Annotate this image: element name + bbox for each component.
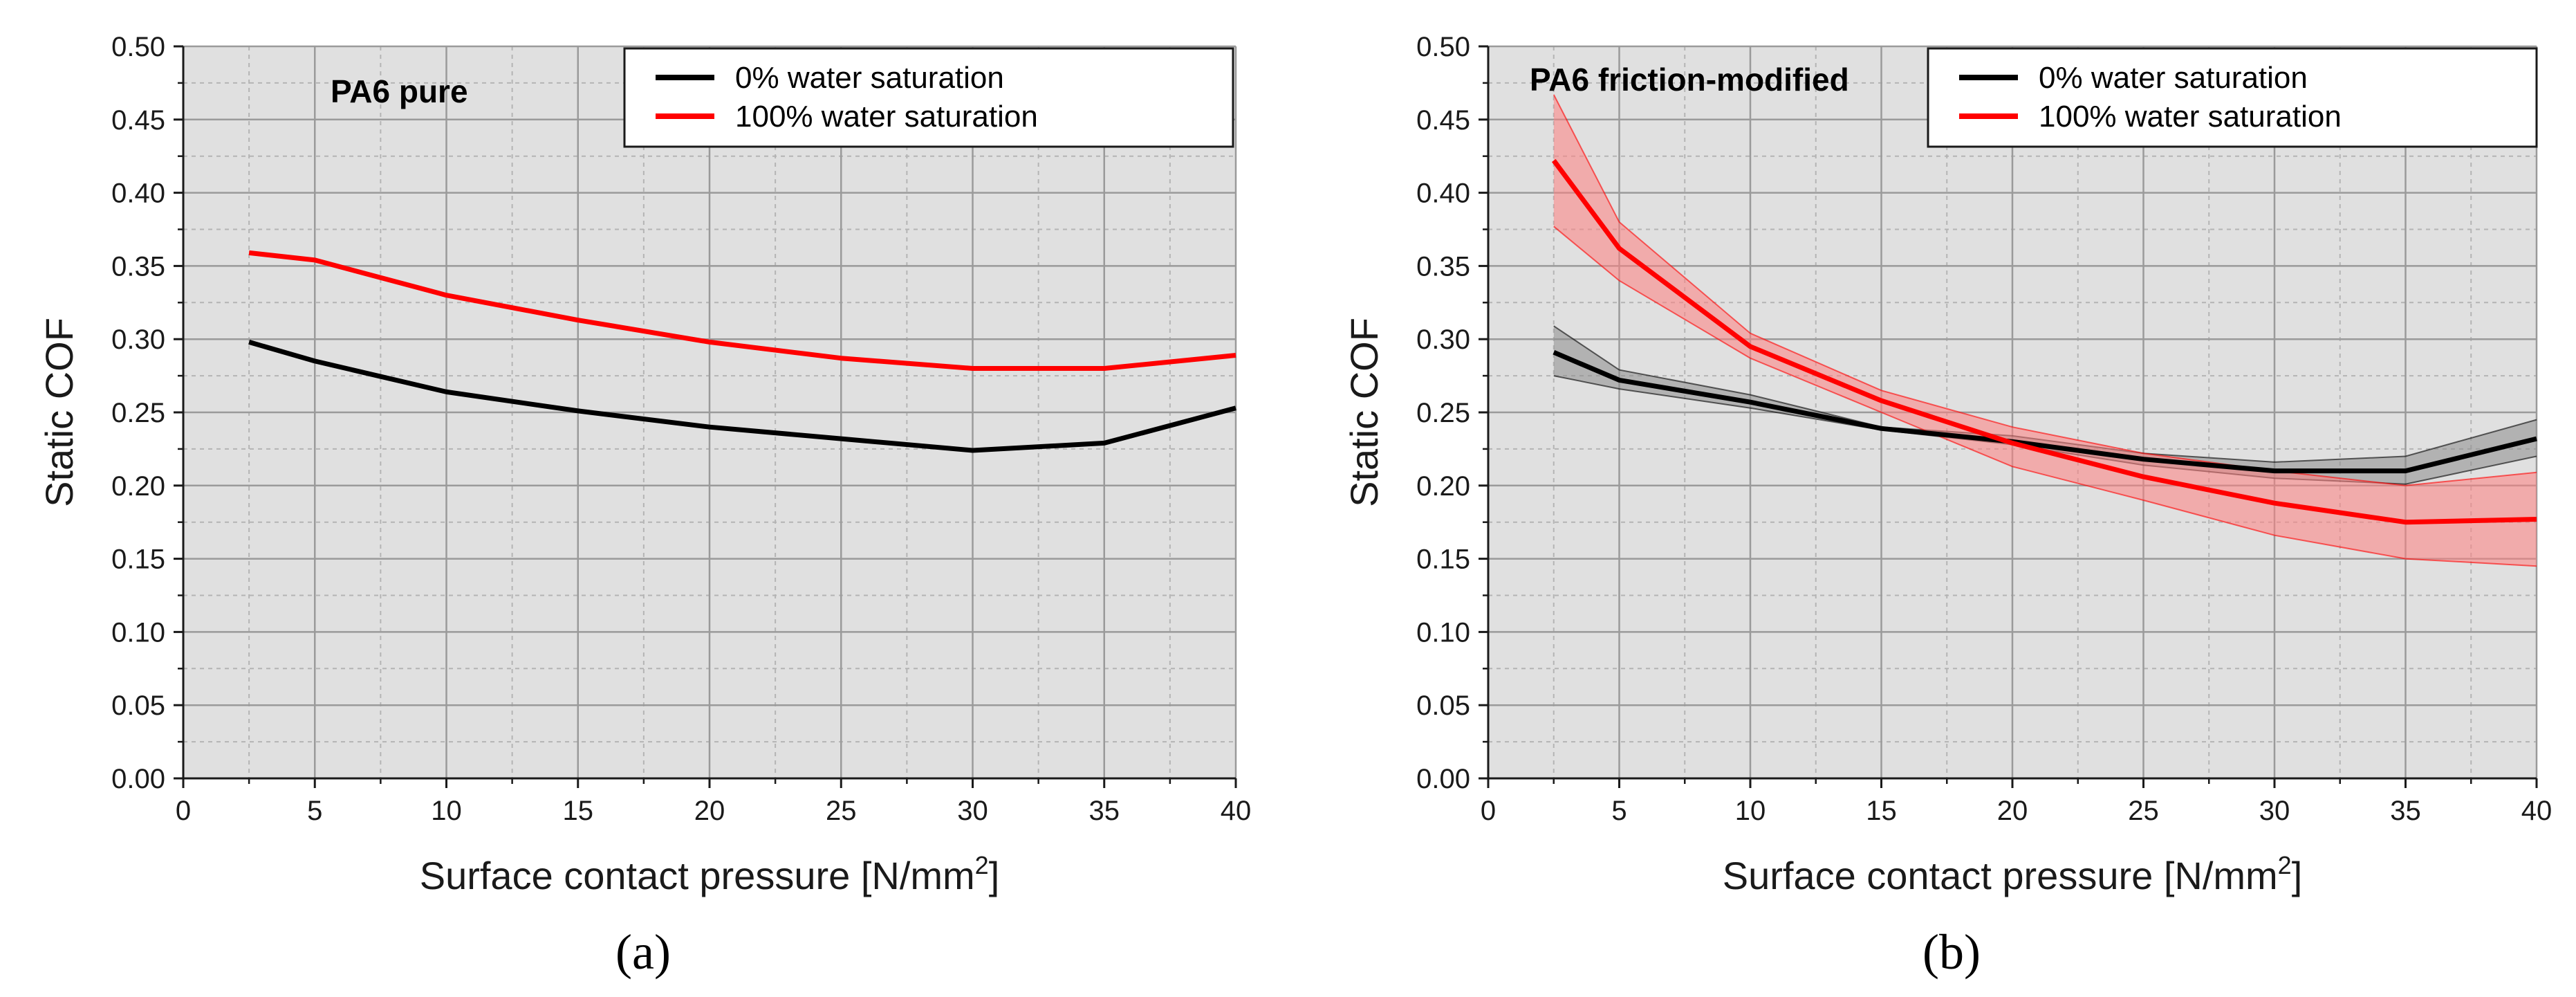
band-lower-edge-1 (1553, 226, 2537, 567)
x-tick-label: 20 (1997, 796, 2028, 826)
series-line-0 (248, 340, 1236, 453)
x-tick-label: 0 (1481, 796, 1496, 826)
panel-title: PA6 pure (331, 73, 468, 109)
y-tick-label: 0.30 (1416, 324, 1470, 355)
y-tick-label: 0.40 (1416, 179, 1470, 209)
x-tick-label: 25 (826, 796, 857, 826)
x-axis-title-end: ] (989, 854, 1000, 897)
x-tick-label: 25 (2128, 796, 2159, 826)
confidence-band-1 (1553, 94, 2537, 567)
panel-caption: (b) (1922, 924, 1981, 980)
y-tick-label: 0.15 (111, 545, 165, 575)
x-tick-label: 30 (957, 796, 988, 826)
y-tick-label: 0.25 (1416, 398, 1470, 428)
y-tick-label: 0.40 (111, 179, 165, 209)
y-tick-label: 0.05 (111, 690, 165, 721)
y-tick-label: 0.10 (111, 617, 165, 648)
confidence-band-0 (1553, 326, 2537, 484)
y-tick-label: 0.20 (1416, 471, 1470, 502)
x-axis-title: Surface contact pressure [N/mm2] (1723, 851, 2303, 897)
x-tick-label: 10 (431, 796, 462, 826)
x-tick-label: 0 (176, 796, 191, 826)
x-axis-title-main: Surface contact pressure [N/mm (420, 854, 975, 897)
y-tick-label: 0.20 (111, 471, 165, 502)
x-tick-label: 5 (1611, 796, 1627, 826)
chart-panel-b: 0 5 10 15 20 25 30 35 40 0.00 0.05 0.10 0.15 0.20 0.25… (1342, 32, 2552, 980)
x-tick-label: 20 (694, 796, 725, 826)
x-tick-label: 35 (1089, 796, 1120, 826)
x-tick-label: 15 (563, 796, 594, 826)
legend: 0% water saturation 100% water saturation (623, 47, 1234, 148)
y-tick-label: 0.05 (1416, 690, 1470, 721)
legend-box (623, 47, 1234, 148)
x-axis-title: Surface contact pressure [N/mm2] (420, 851, 1000, 897)
legend-box (1927, 47, 2538, 148)
y-tick-label: 0.35 (1416, 251, 1470, 282)
y-tick-label: 0.35 (111, 251, 165, 282)
legend-label-0: 0% water saturation (735, 61, 1004, 95)
legend: 0% water saturation 100% water saturation (1927, 47, 2538, 148)
y-tick-label: 0.10 (1416, 617, 1470, 648)
x-axis-title-main: Surface contact pressure [N/mm (1723, 854, 2278, 897)
panel-caption: (a) (615, 924, 671, 980)
series-line-1 (1551, 158, 2537, 525)
y-tick-label: 0.00 (1416, 764, 1470, 794)
y-tick-label: 0.15 (1416, 545, 1470, 575)
y-axis-title: Static COF (1342, 318, 1386, 507)
y-tick-label: 0.45 (111, 105, 165, 136)
x-tick-label: 40 (2521, 796, 2552, 826)
legend-label-1: 100% water saturation (2039, 100, 2342, 134)
x-tick-label: 35 (2390, 796, 2421, 826)
y-tick-label: 0.45 (1416, 105, 1470, 136)
x-tick-label: 10 (1735, 796, 1766, 826)
y-tick-label: 0.00 (111, 764, 165, 794)
band-upper-edge-1 (1553, 94, 2537, 486)
x-axis-title-end: ] (2292, 854, 2303, 897)
x-tick-label: 15 (1866, 796, 1897, 826)
x-tick-label: 5 (307, 796, 322, 826)
x-tick-label: 40 (1221, 796, 1252, 826)
legend-label-0: 0% water saturation (2039, 61, 2308, 95)
y-axis-title: Static COF (37, 318, 81, 507)
chart-panel-a: 0 5 10 15 20 25 30 35 40 0.00 0.05 0.10 0.15 0.20 0.25… (37, 32, 1251, 980)
y-tick-label: 0.25 (111, 398, 165, 428)
x-axis-title-superscript: 2 (2278, 851, 2292, 879)
y-tick-label: 0.50 (111, 32, 165, 62)
y-tick-label: 0.30 (111, 324, 165, 355)
x-axis-title-superscript: 2 (975, 851, 989, 879)
series-line-1 (248, 250, 1236, 371)
y-tick-label: 0.50 (1416, 32, 1470, 62)
legend-label-1: 100% water saturation (735, 100, 1038, 134)
x-tick-label: 30 (2259, 796, 2290, 826)
panel-title: PA6 friction-modified (1530, 62, 1849, 98)
